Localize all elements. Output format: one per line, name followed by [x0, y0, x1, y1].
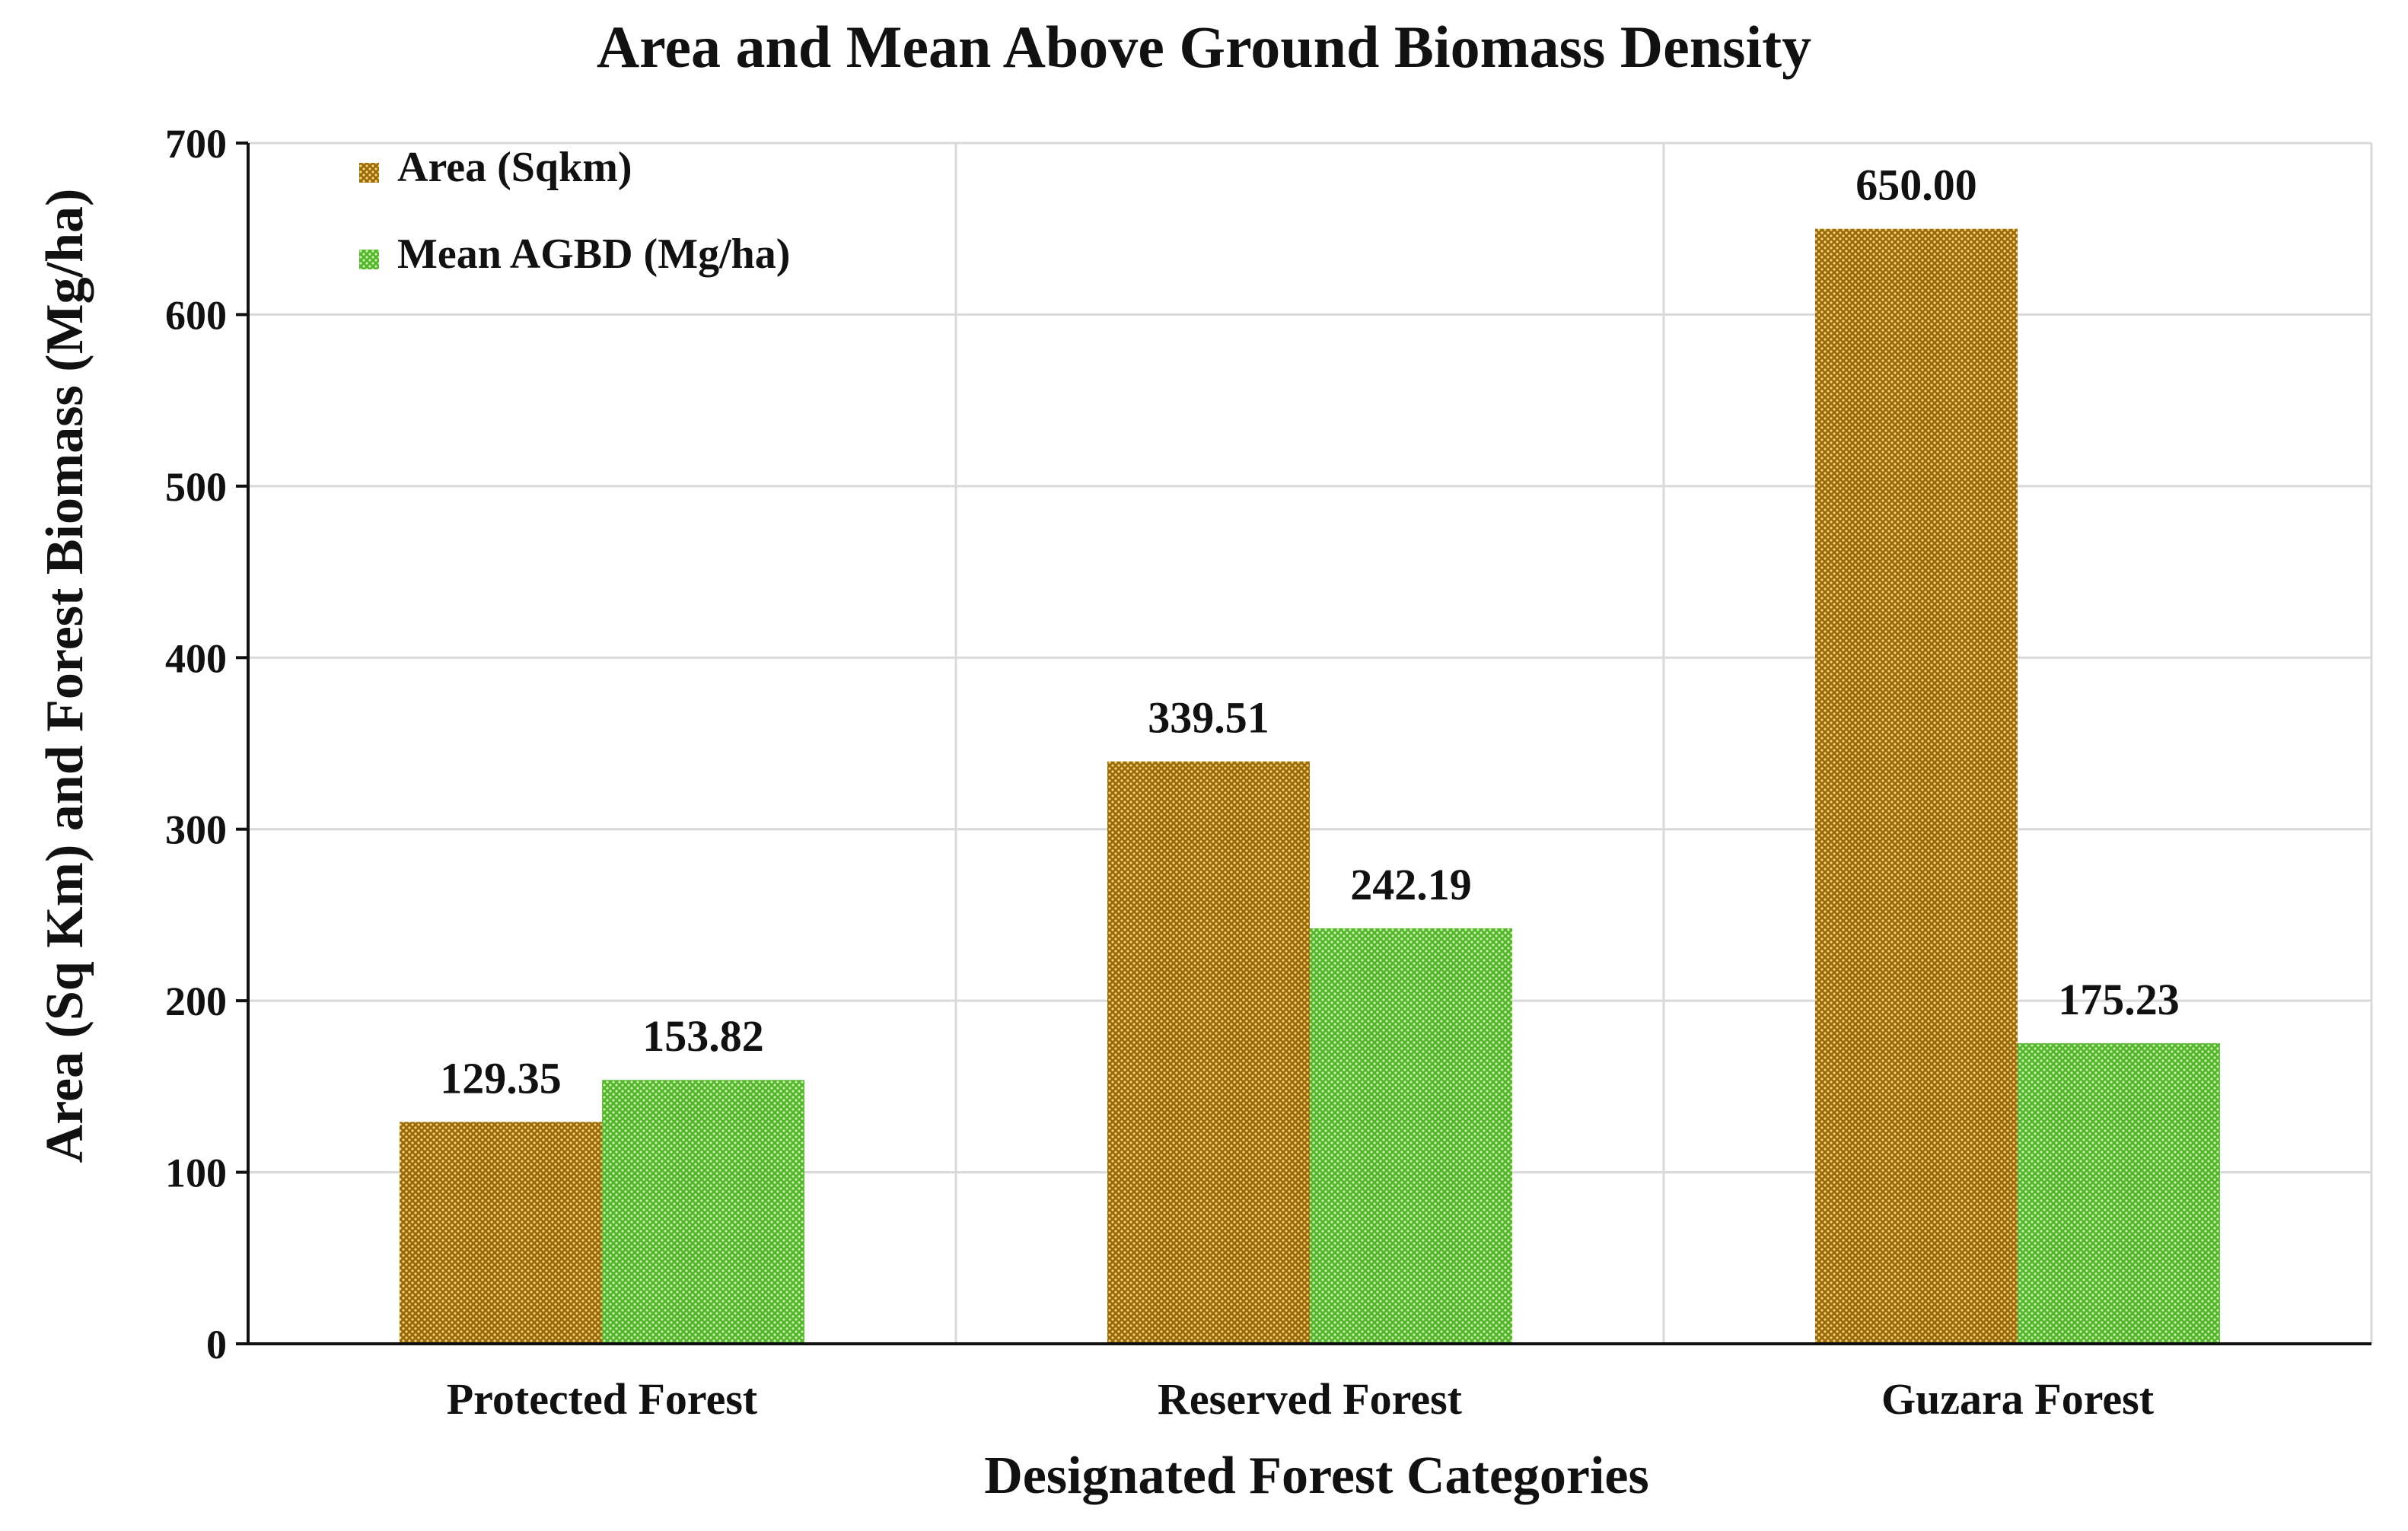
- bar-area-1: [400, 1122, 602, 1344]
- bars: [400, 228, 2220, 1344]
- legend-swatch: [359, 250, 379, 269]
- y-tick-label: 500: [165, 464, 227, 510]
- y-tick-label: 0: [206, 1322, 227, 1367]
- gridlines: [248, 142, 2373, 1344]
- data-label: 339.51: [1148, 693, 1269, 743]
- bar-mean-agbd-2: [1310, 928, 1512, 1344]
- y-tick-labels: 0 100 200 300 400 500 600 700: [165, 121, 248, 1367]
- y-tick-label: 200: [165, 979, 227, 1024]
- x-tick-label: Reserved Forest: [1158, 1374, 1463, 1424]
- y-tick-label: 600: [165, 292, 227, 338]
- data-label: 650.00: [1855, 161, 1977, 210]
- x-tick-labels: Protected Forest Reserved Forest Guzara Fo…: [447, 1374, 2155, 1424]
- data-label: 175.23: [2058, 975, 2180, 1024]
- x-tick-label: Guzara Forest: [1881, 1374, 2155, 1424]
- legend-label: Mean AGBD (Mg/ha): [397, 231, 790, 278]
- data-label: 153.82: [642, 1011, 764, 1061]
- bar-mean-agbd-3: [2018, 1042, 2220, 1344]
- legend-swatch: [359, 163, 379, 183]
- data-label: 242.19: [1350, 860, 1472, 909]
- y-tick-label: 400: [165, 635, 227, 681]
- y-axis-title: Area (Sq Km) and Forest Biomass (Mg/ha): [36, 189, 94, 1163]
- legend-label: Area (Sqkm): [397, 144, 632, 191]
- data-labels: 129.35 153.82 339.51 242.19 650.00 175.23: [440, 161, 2180, 1103]
- x-axis-title: Designated Forest Categories: [984, 1447, 1649, 1505]
- x-tick-label: Protected Forest: [447, 1374, 758, 1424]
- axes: [247, 143, 2371, 1345]
- chart-title: Area and Mean Above Ground Biomass Densi…: [597, 14, 1811, 80]
- legend: Area (Sqkm) Mean AGBD (Mg/ha): [359, 144, 790, 278]
- bar-area-3: [1815, 228, 2018, 1344]
- y-tick-label: 300: [165, 807, 227, 853]
- y-tick-label: 700: [165, 121, 227, 167]
- bar-area-2: [1107, 761, 1310, 1344]
- bar-mean-agbd-1: [602, 1080, 804, 1344]
- data-label: 129.35: [440, 1053, 562, 1103]
- y-tick-label: 100: [165, 1151, 227, 1196]
